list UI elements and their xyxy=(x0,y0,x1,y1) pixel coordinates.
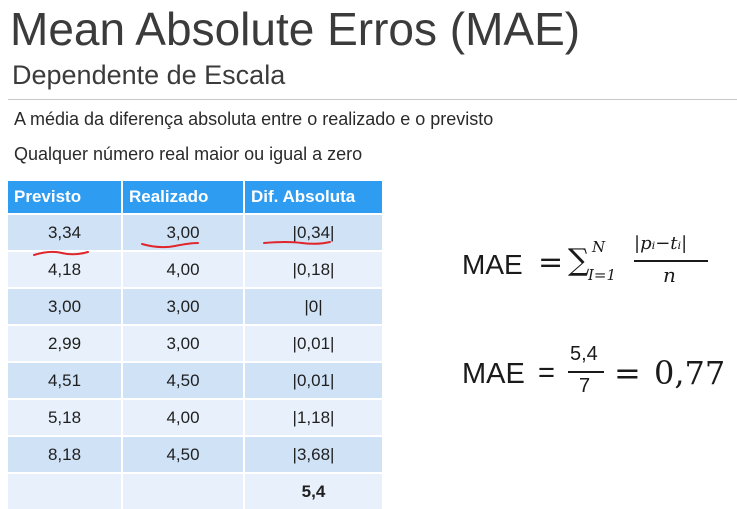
bullet-definition: A média da diferença absoluta entre o re… xyxy=(14,109,494,129)
formula-equals: = xyxy=(538,245,564,280)
cell-dif-absoluta: |0,01| xyxy=(244,324,382,362)
formula-equals: = xyxy=(538,357,555,389)
sum-lower-limit: I=1 xyxy=(588,266,617,284)
table-row: 3,34 3,00 |0,34| xyxy=(8,213,382,251)
cell-realizado: 3,00 xyxy=(122,324,245,362)
bullet-range: Qualquer número real maior ou igual a ze… xyxy=(14,144,363,164)
cell-dif-absoluta: |3,68| xyxy=(244,435,382,473)
fraction-bar xyxy=(568,371,604,373)
cell-realizado: 4,50 xyxy=(122,361,245,399)
cell-realizado: 4,50 xyxy=(122,435,245,473)
cell-realizado: 3,00 xyxy=(122,287,245,325)
fraction-numerator: |pᵢ−tᵢ| xyxy=(634,233,688,254)
formula-lhs: MAE xyxy=(462,249,523,280)
cell-dif-absoluta: |1,18| xyxy=(244,398,382,436)
fraction-denominator: 7 xyxy=(579,375,591,397)
formula-lhs: MAE xyxy=(462,358,525,390)
formula-equals-result: = xyxy=(614,354,641,392)
cell-realizado: 3,00 xyxy=(122,213,245,251)
cell-dif-absoluta: |0,18| xyxy=(244,250,382,288)
cell-previsto: 4,51 xyxy=(8,361,123,399)
cell-previsto: 8,18 xyxy=(8,435,123,473)
formula-result-value: 0,77 xyxy=(654,354,726,392)
header-realizado: Realizado xyxy=(122,181,245,214)
cell-previsto: 3,00 xyxy=(8,287,123,325)
sigma-symbol: ∑ xyxy=(568,243,590,278)
header-previsto: Previsto xyxy=(8,181,123,214)
table-row: 5,18 4,00 |1,18| xyxy=(8,398,382,436)
cell-previsto: 3,34 xyxy=(8,213,123,251)
cell-total-empty xyxy=(122,472,245,509)
slide-title: Mean Absolute Erros (MAE) xyxy=(10,3,581,55)
table-row: 4,18 4,00 |0,18| xyxy=(8,250,382,288)
cell-dif-absoluta: |0,01| xyxy=(244,361,382,399)
table-total-row: 5,4 xyxy=(8,472,382,509)
cell-dif-absoluta: |0,34| xyxy=(244,213,382,251)
table-row: 3,00 3,00 |0| xyxy=(8,287,382,325)
cell-dif-absoluta: |0| xyxy=(244,287,382,325)
mae-table: Previsto Realizado Dif. Absoluta 3,34 3,… xyxy=(8,181,382,509)
table-row: 2,99 3,00 |0,01| xyxy=(8,324,382,362)
fraction-numerator: 5,4 xyxy=(570,343,598,365)
cell-total-empty xyxy=(8,472,123,509)
sum-upper-limit: N xyxy=(592,238,606,256)
slide-subtitle: Dependente de Escala xyxy=(12,60,286,90)
header-dif-absoluta: Dif. Absoluta xyxy=(244,181,382,214)
cell-previsto: 2,99 xyxy=(8,324,123,362)
table-row: 8,18 4,50 |3,68| xyxy=(8,435,382,473)
cell-previsto: 5,18 xyxy=(8,398,123,436)
table-header-row: Previsto Realizado Dif. Absoluta xyxy=(8,181,382,214)
fraction-bar xyxy=(634,260,708,262)
table-row: 4,51 4,50 |0,01| xyxy=(8,361,382,399)
cell-realizado: 4,00 xyxy=(122,250,245,288)
fraction-denominator: n xyxy=(663,263,676,287)
title-divider xyxy=(8,99,737,100)
cell-previsto: 4,18 xyxy=(8,250,123,288)
cell-total-sum: 5,4 xyxy=(244,472,382,509)
cell-realizado: 4,00 xyxy=(122,398,245,436)
